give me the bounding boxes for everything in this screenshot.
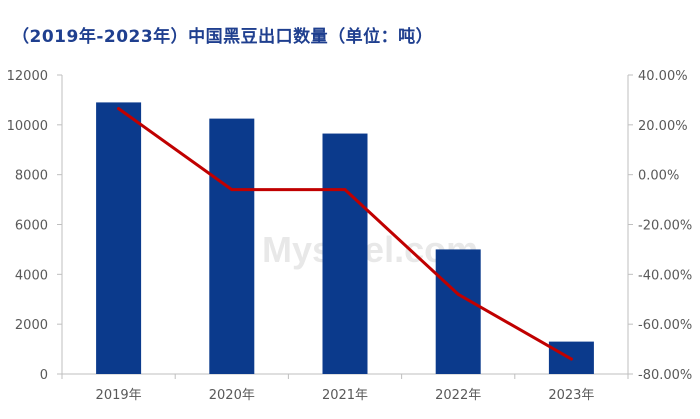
y-tick-right-label: -20.00%: [638, 219, 692, 234]
x-tick-label: 2023年: [548, 388, 594, 403]
line-point: [343, 188, 347, 192]
line-point: [117, 107, 121, 111]
y-tick-right-label: 0.00%: [638, 169, 679, 184]
bar: [435, 249, 481, 374]
line-point: [569, 357, 573, 361]
y-tick-right-label: -40.00%: [638, 268, 692, 283]
y-tick-right-label: 20.00%: [638, 119, 688, 134]
y-tick-right-label: -80.00%: [638, 368, 692, 383]
y-tick-left-label: 6000: [15, 219, 48, 234]
bar: [322, 133, 368, 374]
line-point: [230, 188, 234, 192]
bar: [96, 102, 142, 375]
y-tick-left-label: 0: [40, 368, 48, 383]
y-tick-right-label: 40.00%: [638, 69, 688, 84]
x-tick-label: 2022年: [435, 388, 481, 403]
chart-title: （2019年-2023年）中国黑豆出口数量（单位：吨）: [12, 27, 434, 47]
y-tick-left-label: 2000: [15, 318, 48, 333]
x-tick-label: 2021年: [322, 388, 368, 403]
line-point: [456, 292, 460, 296]
y-tick-left-label: 8000: [15, 169, 48, 184]
y-tick-left-label: 10000: [7, 119, 48, 134]
x-tick-label: 2020年: [209, 388, 255, 403]
x-tick-label: 2019年: [96, 388, 142, 403]
bar: [209, 118, 255, 375]
y-tick-left-label: 4000: [15, 268, 48, 283]
y-tick-left-label: 12000: [7, 69, 48, 84]
y-tick-right-label: -60.00%: [638, 318, 692, 333]
